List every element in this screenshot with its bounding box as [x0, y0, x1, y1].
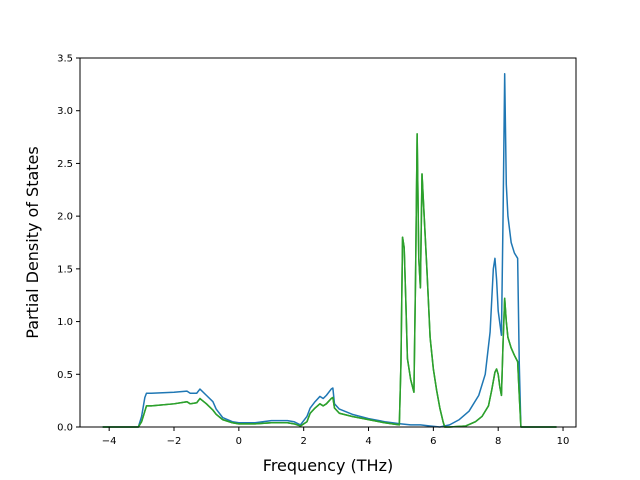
y-tick-label: 0.0 — [57, 423, 73, 434]
y-tick-label: 1.5 — [57, 264, 73, 275]
x-tick-label: 0 — [236, 436, 242, 447]
x-axis-title: Frequency (THz) — [263, 456, 393, 475]
x-tick-label: −4 — [102, 436, 117, 447]
x-tick-label: 2 — [300, 436, 306, 447]
x-axis-ticks: −4 −2 0 2 4 6 8 10 — [102, 427, 570, 447]
plot-frame — [79, 57, 577, 428]
x-tick-label: 8 — [495, 436, 501, 447]
series-line-3 — [102, 133, 557, 428]
y-tick-label: 3.5 — [57, 54, 73, 65]
x-tick-label: 10 — [557, 436, 570, 447]
y-tick-label: 3.0 — [57, 106, 73, 117]
x-tick-label: −2 — [167, 436, 182, 447]
y-axis-ticks: 0.0 0.5 1.0 1.5 2.0 2.5 3.0 3.5 — [57, 54, 80, 434]
x-tick-label: 4 — [365, 436, 371, 447]
y-axis-title: Partial Density of States — [23, 146, 42, 338]
y-tick-label: 2.0 — [57, 212, 73, 223]
x-tick-label: 6 — [430, 436, 436, 447]
y-tick-label: 0.5 — [57, 370, 73, 381]
y-tick-label: 2.5 — [57, 159, 73, 170]
y-tick-label: 1.0 — [57, 317, 73, 328]
series-layer — [102, 73, 557, 428]
series-line-1 — [102, 73, 557, 428]
